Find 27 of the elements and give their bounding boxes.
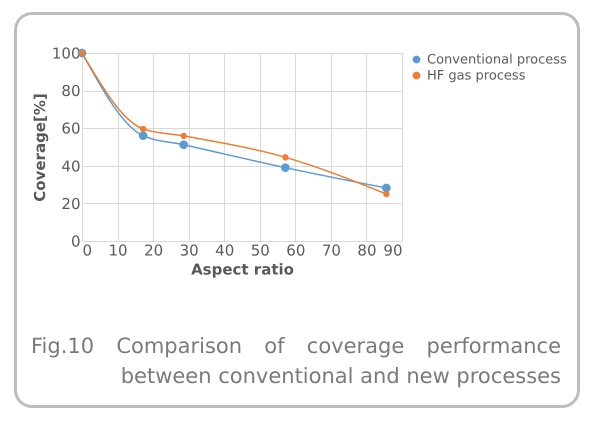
x-tick-label: 20: [144, 242, 164, 260]
point: [179, 140, 188, 150]
x-tick-label: 50: [250, 242, 270, 260]
x-tick-label: 80: [357, 242, 376, 260]
x-axis-title: Aspect ratio: [191, 260, 294, 278]
x-tick-label: 10: [108, 242, 128, 260]
point: [281, 163, 290, 172]
point: [138, 131, 148, 140]
legend-label: Conventional process: [427, 52, 567, 68]
x-tick-label: 0: [82, 242, 92, 260]
point: [383, 190, 390, 198]
point: [382, 184, 391, 192]
point: [180, 132, 187, 140]
point: [140, 126, 146, 132]
x-tick-label: 90: [383, 242, 402, 260]
y-axis-title: Coverage[%]: [30, 93, 49, 202]
y-tick-label: 20: [61, 194, 80, 213]
y-tick-label: 40: [61, 157, 80, 176]
point: [282, 154, 289, 160]
x-tick-label: 60: [286, 242, 306, 260]
legend-label: HF gas process: [427, 68, 526, 84]
y-tick-label: 60: [61, 120, 80, 138]
y-tick-label: 80: [61, 82, 80, 100]
text: Fig.10 Comparison of coverage performance between conventional and new processes: [31, 333, 561, 390]
x-tick-label: 40: [215, 242, 234, 260]
x-tick-label: 30: [180, 242, 199, 260]
x-tick-label: 70: [322, 242, 341, 260]
